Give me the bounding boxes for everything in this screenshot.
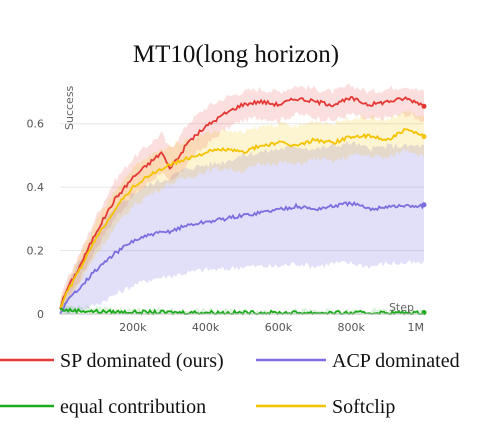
x-tick-label: 600k <box>265 321 293 334</box>
confidence-band <box>60 141 424 314</box>
legend-label: equal contribution <box>60 396 206 418</box>
axes: Success Step 0 0.2 0.4 0.6 200k 400k 600k 800k 1… <box>27 85 425 334</box>
x-tick-label: 200k <box>119 321 147 334</box>
confidence-band <box>60 83 424 312</box>
legend-label: ACP dominated <box>332 350 460 372</box>
legend-label: SP dominated (ours) <box>60 350 224 372</box>
x-tick-label: 400k <box>192 321 220 334</box>
series-line <box>59 128 425 309</box>
series-endpoint <box>421 202 427 208</box>
y-tick-label: 0 <box>37 308 44 321</box>
y-tick-label: 0.2 <box>27 245 45 258</box>
series-line <box>59 96 425 310</box>
series-endpoint <box>421 103 427 109</box>
x-tick-label: 1M <box>408 321 425 334</box>
legend: SP dominated (ours) ACP dominated equal co… <box>0 350 460 418</box>
chart-title: MT10(long horizon) <box>133 41 339 68</box>
x-axis-label: Step <box>389 301 414 314</box>
y-tick-label: 0.4 <box>27 181 45 194</box>
series-endpoint <box>421 134 427 140</box>
series-lines <box>59 96 427 316</box>
x-tick-label: 800k <box>338 321 366 334</box>
y-tick-label: 0.6 <box>27 118 45 131</box>
series-line <box>59 307 425 316</box>
legend-label: Softclip <box>332 396 395 418</box>
series-line <box>59 200 425 315</box>
y-axis-label: Success <box>63 85 76 130</box>
